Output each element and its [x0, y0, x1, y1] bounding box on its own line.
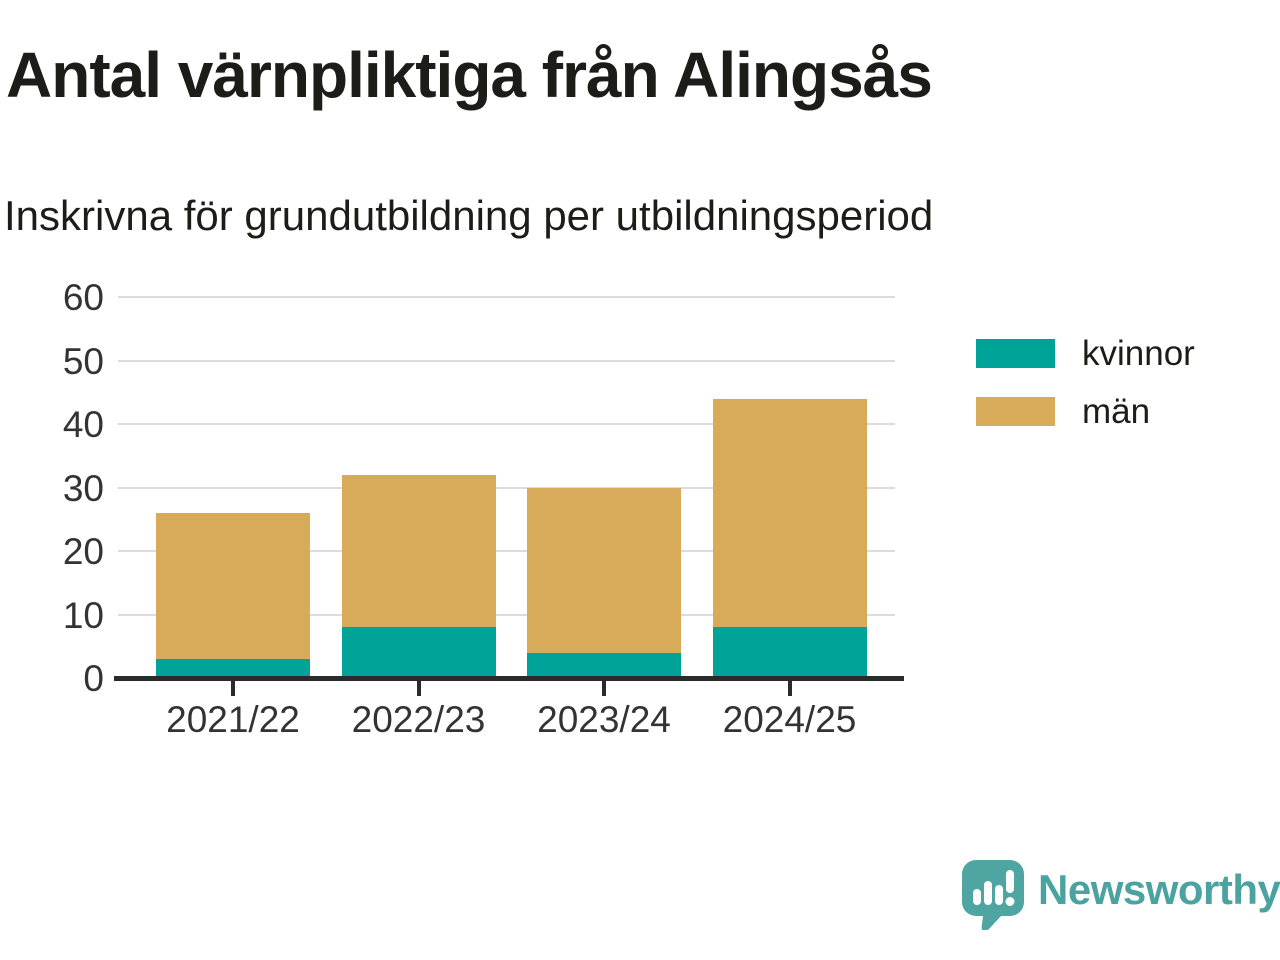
gridline-y-40	[118, 423, 895, 425]
y-axis-label-30: 30	[62, 467, 104, 509]
x-tick-2023/24	[602, 681, 606, 696]
gridline-y-50	[118, 359, 895, 362]
bar-2022/23-män	[341, 474, 496, 628]
plot-area	[118, 296, 895, 678]
gridline-y-60	[118, 296, 895, 298]
bar-2022/23-kvinnor	[341, 627, 496, 678]
newsworthy-logo: Newsworthy	[962, 860, 1280, 930]
x-axis-label-2022/23: 2022/23	[351, 699, 486, 740]
y-axis-label-50: 50	[62, 340, 104, 382]
legend-item-kvinnor: kvinnor	[976, 334, 1195, 373]
chart-title: Antal värnpliktiga från Alingsås	[6, 39, 933, 111]
bar-2024/25-män	[712, 398, 867, 628]
bar-2021/22-män	[156, 512, 310, 659]
x-axis-label-2023/24: 2023/24	[537, 699, 671, 740]
x-tick-2022/23	[416, 681, 421, 696]
bar-2023/24-kvinnor	[527, 652, 681, 678]
chart-subtitle: Inskrivna för grundutbildning per utbild…	[4, 192, 934, 239]
bar-2021/22-kvinnor	[156, 658, 310, 678]
newsworthy-bubble-chart-icon	[962, 860, 1024, 930]
x-axis-label-2021/22: 2021/22	[166, 699, 300, 740]
legend: kvinnor män	[976, 334, 1195, 455]
y-axis-label-60: 60	[62, 277, 104, 318]
legend-swatch-kvinnor	[976, 339, 1055, 368]
legend-item-män: män	[976, 392, 1195, 431]
legend-label-kvinnor: kvinnor	[1082, 334, 1195, 373]
y-axis-label-10: 10	[62, 594, 104, 636]
x-tick-2024/25	[787, 681, 792, 696]
y-axis-label-0: 0	[83, 658, 104, 699]
y-axis-label-20: 20	[62, 531, 104, 572]
newsworthy-wordmark: Newsworthy	[1038, 866, 1280, 913]
x-axis-line	[114, 676, 904, 681]
y-axis-label-40: 40	[62, 404, 104, 445]
gridline-y-20	[118, 550, 895, 552]
x-tick-2021/22	[231, 681, 235, 696]
bar-2024/25-kvinnor	[712, 627, 867, 678]
legend-label-män: män	[1082, 392, 1151, 431]
legend-swatch-män	[976, 397, 1055, 426]
x-axis-label-2024/25: 2024/25	[722, 699, 857, 740]
gridline-y-30	[118, 486, 895, 489]
gridline-y-10	[118, 613, 895, 616]
bar-2023/24-män	[527, 487, 681, 653]
